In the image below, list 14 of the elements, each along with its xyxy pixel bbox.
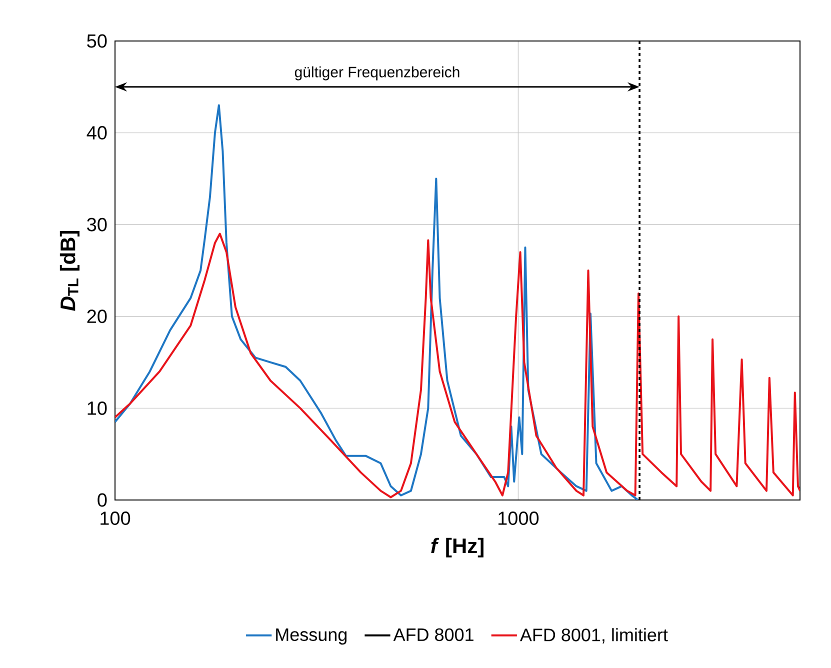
x-axis-title: f [Hz] <box>431 538 484 558</box>
y-axis-title: D$_{TL}$ [dB] <box>60 230 80 311</box>
y-tick-label: 30 <box>87 218 107 232</box>
y-tick-label: 10 <box>88 401 107 415</box>
y-tick-label: 50 <box>87 34 107 48</box>
annotation: gültiger Frequenzbereich <box>294 66 460 80</box>
y-tick-label: 0 <box>98 493 107 507</box>
x-tick-label: 100 <box>100 512 130 525</box>
legend-label: Messung <box>276 628 347 645</box>
legend-label: AFD 8001 <box>393 628 474 642</box>
y-tick-label: 40 <box>86 126 107 140</box>
legend-label: AFD 8001, limitiert <box>520 628 668 644</box>
y-tick-label: 20 <box>87 310 107 324</box>
x-tick-label: 1000 <box>498 512 539 525</box>
